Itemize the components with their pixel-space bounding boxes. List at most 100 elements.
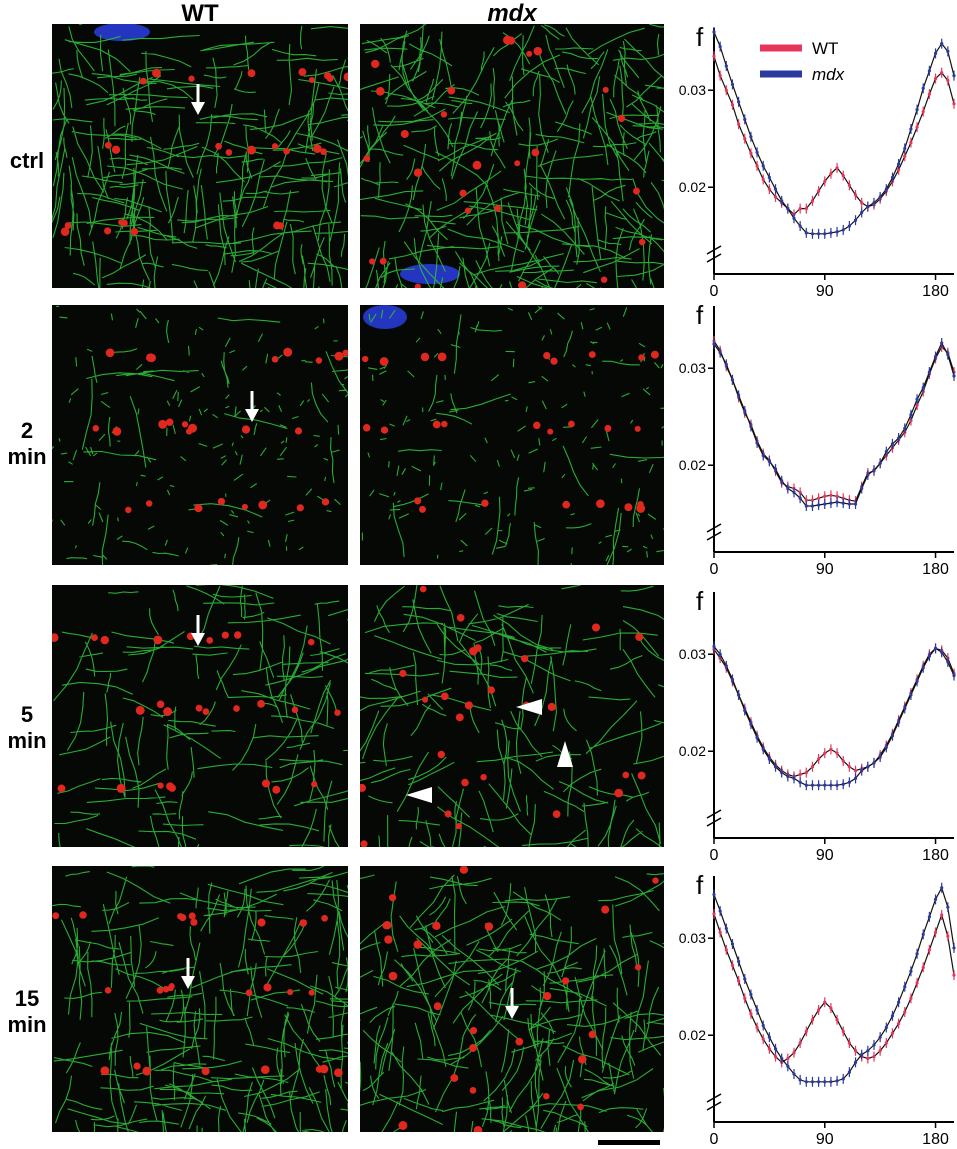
golgi-element-dot [334, 1068, 343, 1078]
nucleus-blob [363, 305, 407, 329]
data-point-wt [810, 765, 815, 769]
golgi-element-dot [547, 428, 554, 435]
data-point-wt [946, 78, 950, 83]
x-tick-label: 90 [816, 283, 834, 300]
golgi-element-dot [533, 46, 543, 56]
data-point-mdx [884, 745, 888, 749]
panel-label-f: f [696, 22, 704, 52]
data-point-wt [835, 1018, 839, 1022]
data-point-wt [909, 419, 913, 423]
golgi-element-dot [188, 423, 197, 433]
data-point-mdx [823, 502, 827, 506]
arrow-marker [191, 615, 205, 646]
legend-label-wt: WT [812, 39, 838, 58]
data-point-mdx [927, 69, 931, 73]
golgi-element-dot [283, 147, 290, 155]
y-tick-label: 0.02 [679, 743, 706, 759]
data-point-mdx [897, 720, 901, 724]
data-point-wt [841, 173, 845, 178]
data-point-wt [823, 1000, 827, 1004]
data-point-mdx [780, 199, 784, 203]
data-point-mdx [829, 501, 833, 505]
golgi-element-dot [215, 142, 222, 150]
golgi-element-dot [614, 788, 624, 798]
axis-break [706, 809, 722, 827]
profile-chart-2min: f 0.02 0.03 0 90 180 [672, 296, 957, 578]
data-point-mdx [860, 210, 864, 215]
data-point-mdx [767, 757, 771, 761]
golgi-element-dot [135, 705, 145, 715]
golgi-element-dot [194, 503, 203, 513]
micrograph-wt-ctrl [52, 24, 348, 288]
data-point-mdx [890, 734, 895, 738]
data-point-wt [897, 168, 901, 172]
data-point-wt [841, 759, 845, 763]
axis-break [706, 245, 722, 263]
golgi-element-dot [602, 86, 609, 93]
data-point-mdx [712, 342, 716, 346]
golgi-element-dot [188, 75, 195, 82]
micrograph-svg [52, 24, 348, 288]
golgi-element-dot [515, 1037, 524, 1046]
data-point-mdx [798, 496, 802, 500]
y-tick-label: 0.02 [679, 457, 706, 473]
data-point-wt [927, 92, 931, 96]
data-point-wt [718, 930, 722, 934]
data-point-wt [798, 490, 802, 494]
data-point-mdx [835, 500, 839, 504]
data-point-wt [952, 102, 956, 106]
golgi-element-dot [638, 238, 646, 246]
data-point-wt [940, 913, 944, 917]
golgi-element-dot [104, 987, 112, 994]
data-point-mdx [921, 86, 925, 90]
chart-svg: f 0.02 0.03 0 90 180 WT mdx [679, 22, 956, 300]
golgi-element-dot [635, 632, 644, 642]
golgi-element-dot [375, 86, 385, 96]
data-point-wt [804, 770, 808, 775]
golgi-element-dot [379, 357, 389, 366]
golgi-element-dot [168, 784, 176, 792]
arrow-marker [505, 988, 519, 1019]
golgi-element-dot [362, 424, 371, 432]
data-point-mdx [946, 905, 950, 909]
data-point-mdx [872, 1043, 876, 1047]
golgi-element-dot [334, 353, 342, 361]
golgi-element-dot [469, 1026, 478, 1035]
golgi-element-dot [241, 503, 248, 510]
golgi-element-dot [577, 1103, 584, 1111]
golgi-element-dot [104, 227, 112, 235]
golgi-element-dot [526, 50, 533, 57]
data-point-mdx [903, 426, 907, 430]
data-point-mdx [810, 783, 815, 787]
data-point-mdx [933, 354, 938, 359]
golgi-element-dot [518, 281, 527, 288]
golgi-element-dot [60, 227, 70, 237]
scale-bar [598, 1140, 660, 1145]
golgi-element-dot [371, 59, 380, 69]
series-line-mdx [713, 646, 955, 786]
data-point-mdx [909, 127, 913, 131]
data-point-wt [872, 1054, 876, 1059]
golgi-element-dot [104, 141, 112, 149]
data-point-wt [798, 1041, 802, 1045]
golgi-element-dot [474, 644, 482, 652]
data-point-mdx [749, 424, 753, 429]
data-point-mdx [712, 892, 716, 897]
data-point-wt [909, 996, 913, 1000]
data-point-wt [749, 151, 753, 155]
micrograph-svg [52, 866, 348, 1132]
data-point-wt [890, 1031, 895, 1035]
x-tick-label: 0 [710, 847, 719, 864]
golgi-element-dot [294, 427, 303, 435]
chart-svg: f 0.02 0.03 0 90 180 [679, 300, 956, 578]
data-point-mdx [933, 646, 938, 650]
golgi-element-dot [153, 635, 163, 645]
micrograph-mdx-15min [360, 866, 664, 1132]
profile-chart-ctrl: f 0.02 0.03 0 90 180 WT mdx [672, 18, 957, 300]
data-point-wt [927, 948, 931, 952]
x-tick-label: 180 [922, 847, 949, 864]
data-point-mdx [761, 747, 765, 751]
golgi-element-dot [334, 709, 341, 716]
data-point-mdx [767, 175, 771, 180]
golgi-element-dot [225, 149, 233, 156]
